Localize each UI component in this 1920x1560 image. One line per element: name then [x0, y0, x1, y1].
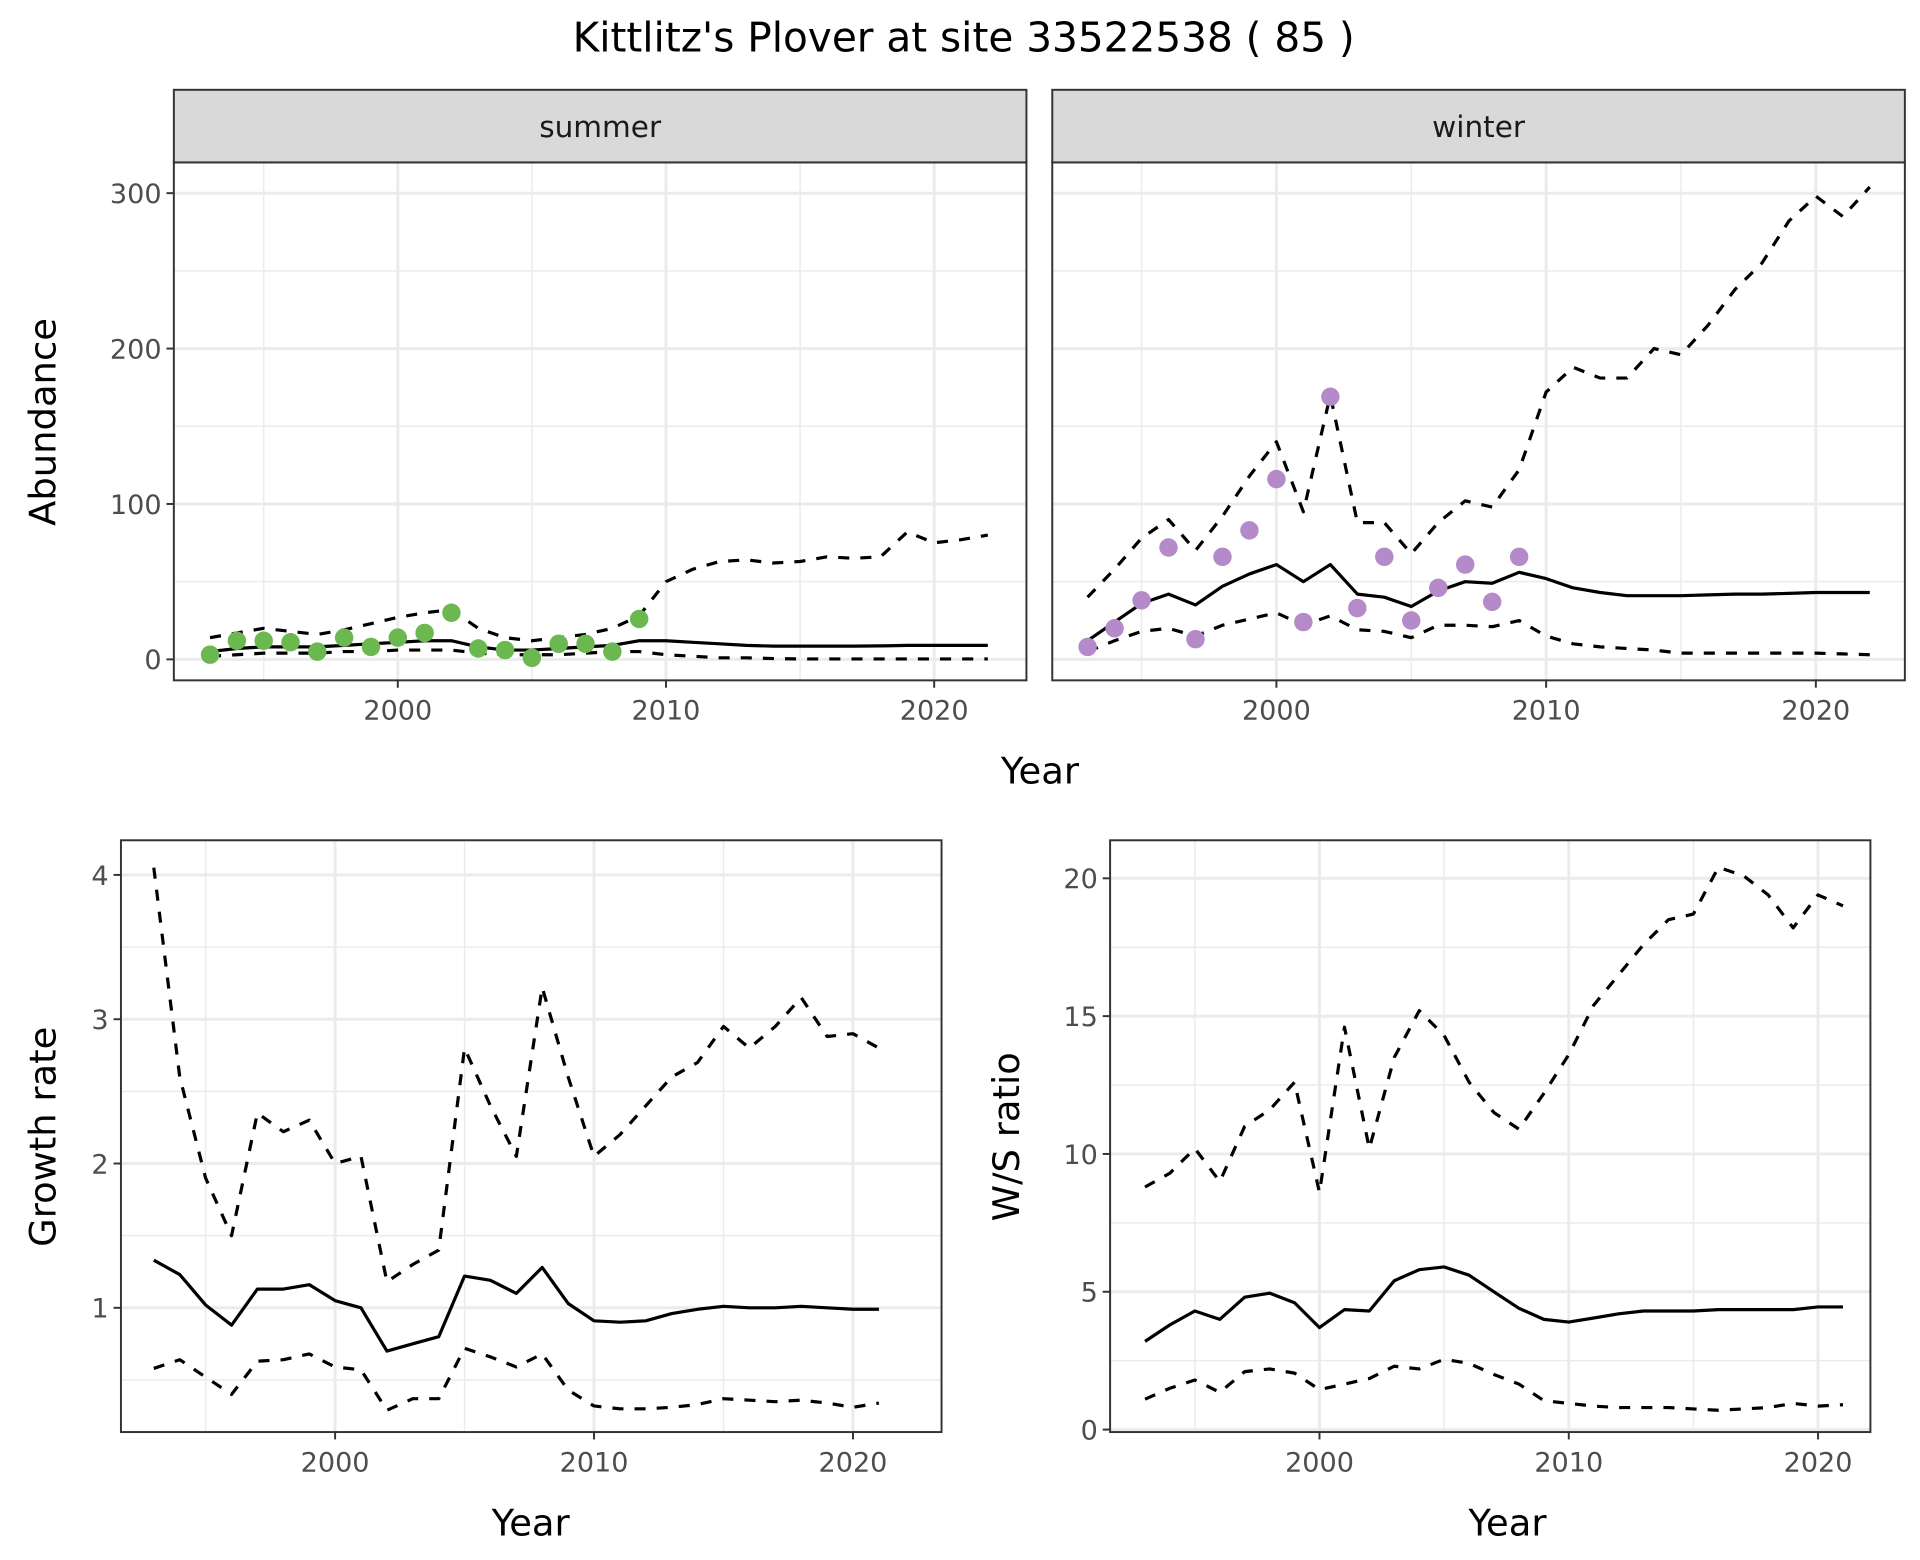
data-point — [1159, 538, 1178, 557]
x-tick-label: 2010 — [632, 696, 701, 727]
series-line-lower — [1086, 611, 1870, 657]
data-point — [1294, 612, 1313, 632]
plot-background — [173, 162, 1027, 681]
y-axis-label: W/S ratio — [985, 1052, 1028, 1221]
x-tick-label: 2000 — [1242, 696, 1311, 727]
y-tick-label: 0 — [1081, 1415, 1098, 1446]
y-tick-label: 0 — [144, 645, 161, 676]
y-tick-label: 2 — [91, 1149, 108, 1180]
y-axis-label: Growth rate — [22, 1027, 65, 1247]
data-point — [549, 634, 568, 654]
data-point — [227, 631, 247, 650]
data-point — [495, 640, 515, 660]
data-point — [1267, 469, 1286, 489]
facet-strip — [1051, 88, 1906, 164]
facet-strip — [172, 88, 1028, 164]
data-point — [522, 648, 542, 668]
data-point — [1375, 547, 1394, 567]
data-point — [1482, 592, 1502, 612]
y-tick-label: 3 — [91, 1005, 108, 1036]
x-tick-label: 2000 — [363, 696, 432, 727]
x-tick-label: 2020 — [1784, 1447, 1853, 1478]
x-tick-label: 2010 — [1512, 696, 1581, 727]
data-point — [629, 609, 649, 629]
top-x-axis-label: Year — [1000, 750, 1080, 793]
y-tick-label: 4 — [91, 861, 108, 892]
data-point — [415, 623, 434, 643]
x-tick-label: 2020 — [900, 696, 969, 727]
x-tick-label: 2000 — [301, 1447, 370, 1478]
series-line-upper — [1144, 865, 1844, 1195]
plot-background — [1110, 840, 1871, 1433]
series-line-lower — [153, 1346, 880, 1412]
series-line-mean — [1144, 1265, 1843, 1343]
y-tick-label: 200 — [110, 334, 162, 365]
data-point — [281, 633, 300, 652]
series-line-upper — [209, 530, 989, 643]
data-point — [576, 634, 595, 654]
data-point — [334, 628, 354, 647]
x-tick-label: 2020 — [1781, 696, 1850, 727]
panel-ratio: 2000 2010 2020 0 5 10 15 20 Year W/S ratio — [985, 839, 1872, 1544]
data-point — [361, 637, 381, 657]
y-tick-label: 10 — [1063, 1140, 1097, 1171]
y-tick-label: 15 — [1063, 1002, 1097, 1033]
x-tick-label: 2010 — [560, 1447, 629, 1478]
y-axis-label: Abundance — [22, 318, 65, 526]
chart-title: Kittlitz's Plover at site 33522538 ( 85 … — [573, 14, 1355, 62]
panel-growth: 2000 2010 2020 1 2 3 4 Year Growth rate — [22, 839, 943, 1544]
data-point — [1321, 387, 1340, 406]
series-line-mean — [153, 1258, 879, 1353]
x-tick-label: 2010 — [1534, 1447, 1603, 1478]
data-point — [603, 642, 622, 661]
panel-border — [1109, 839, 1872, 1434]
facet-strip-label: summer — [539, 110, 662, 144]
data-point — [469, 639, 488, 658]
facet-strip-label: winter — [1432, 110, 1526, 144]
series-line-upper — [152, 867, 880, 1284]
series-line-lower — [209, 648, 988, 661]
panel-summer: summer 2000 2010 2020 0 100 200 300 Abundance — [22, 88, 1028, 727]
y-tick-label: 5 — [1081, 1278, 1098, 1309]
data-point — [308, 642, 327, 661]
series-line-mean — [1086, 562, 1870, 643]
x-axis-label: Year — [1467, 1501, 1547, 1544]
x-tick-label: 2000 — [1285, 1447, 1354, 1478]
panel-winter: winter 2000 2010 2020 — [1051, 88, 1906, 727]
data-point — [1509, 547, 1529, 567]
plot-background — [120, 840, 942, 1433]
data-point — [1402, 611, 1421, 630]
data-point — [1429, 578, 1448, 598]
y-tick-label: 100 — [110, 490, 162, 521]
x-tick-label: 2020 — [819, 1447, 888, 1478]
x-axis-label: Year — [491, 1501, 571, 1544]
data-point — [1455, 555, 1475, 574]
data-point — [1348, 598, 1367, 618]
data-point — [1213, 547, 1232, 567]
data-point — [1186, 629, 1205, 649]
data-point — [1105, 619, 1124, 638]
data-point — [1132, 591, 1151, 610]
series-line-lower — [1144, 1357, 1844, 1412]
data-point — [388, 628, 408, 647]
data-point — [1240, 521, 1259, 540]
data-point — [1078, 637, 1097, 657]
y-tick-label: 1 — [91, 1294, 108, 1325]
y-tick-label: 300 — [110, 179, 162, 210]
panel-border — [119, 839, 943, 1434]
data-point — [254, 631, 273, 650]
y-tick-label: 20 — [1063, 864, 1097, 895]
data-point — [442, 603, 461, 622]
data-point — [200, 645, 220, 664]
